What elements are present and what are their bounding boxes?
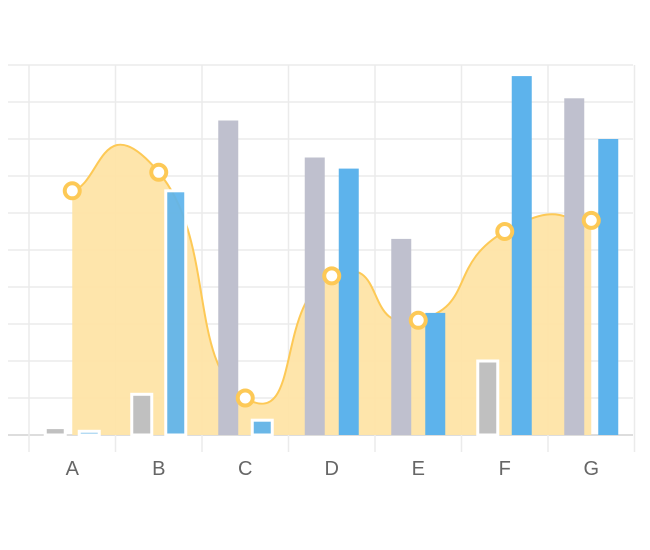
area-point-B[interactable] [149,162,169,182]
bar-series-1-G[interactable] [564,98,585,436]
bar-series-2-E[interactable] [425,312,446,435]
bar-series-1-C[interactable] [218,120,239,436]
x-tick-label: E [412,458,425,480]
x-tick-label: G [583,458,599,480]
tick-layer: A B C D E F G [66,458,599,480]
area-point-D[interactable] [322,266,342,286]
bar-series-2-A[interactable] [77,429,101,437]
bar-series-1-D[interactable] [304,157,325,436]
x-tick-label: D [325,458,339,480]
x-tick-label: A [66,458,80,480]
bar-series-1-E[interactable] [391,238,412,435]
x-tick-label: C [238,458,252,480]
bar-series-2-B[interactable] [164,189,188,437]
bar-layer [43,76,619,437]
bar-series-1-A[interactable] [43,426,67,437]
area-point-C[interactable] [235,388,255,408]
point-layer [62,162,601,408]
area-point-G[interactable] [581,210,601,230]
area-point-F[interactable] [495,222,515,241]
bar-series-2-F[interactable] [511,76,532,435]
bar-series-2-G[interactable] [598,139,619,435]
x-tick-label: F [499,458,511,480]
area-point-E[interactable] [408,310,428,330]
bar-series-1-F[interactable] [476,359,500,437]
bar-series-1-B[interactable] [130,392,154,437]
area-point-A[interactable] [62,181,82,201]
x-tick-label: B [152,458,165,480]
bar-series-2-C[interactable] [250,418,274,437]
bar-series-2-D[interactable] [338,168,359,435]
area-series-fill [72,144,592,435]
